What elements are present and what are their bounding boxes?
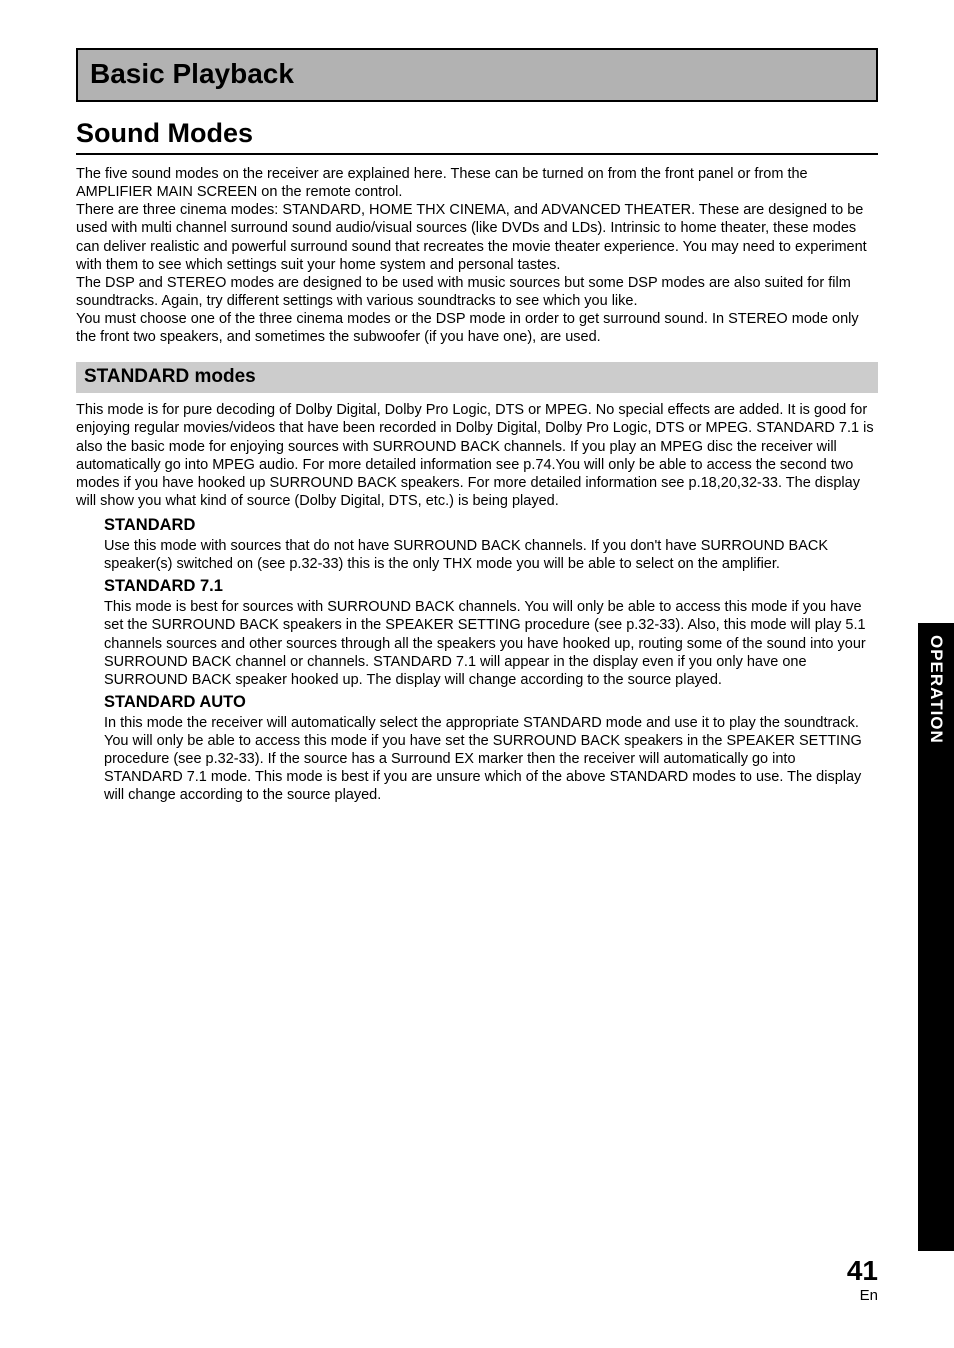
mode-block-standard: STANDARD Use this mode with sources that… <box>76 516 878 573</box>
mode-title: STANDARD <box>104 516 878 535</box>
subsection-title-bar: STANDARD modes <box>76 362 878 393</box>
mode-block-standard-auto: STANDARD AUTO In this mode the receiver … <box>76 693 878 805</box>
mode-title: STANDARD AUTO <box>104 693 878 712</box>
page-footer: 41 En <box>847 1257 878 1304</box>
mode-body: Use this mode with sources that do not h… <box>104 537 878 573</box>
language-code: En <box>847 1287 878 1304</box>
subsection-title: STANDARD modes <box>84 366 870 388</box>
subsection-body: This mode is for pure decoding of Dolby … <box>76 401 878 510</box>
page-container: Basic Playback Sound Modes The five soun… <box>0 0 954 1348</box>
chapter-title: Basic Playback <box>90 58 864 90</box>
section-title: Sound Modes <box>76 118 878 149</box>
chapter-title-box: Basic Playback <box>76 48 878 102</box>
side-tab-label: OPERATION <box>926 635 946 744</box>
intro-paragraph: The five sound modes on the receiver are… <box>76 165 878 346</box>
mode-body: This mode is best for sources with SURRO… <box>104 598 878 689</box>
mode-title: STANDARD 7.1 <box>104 577 878 596</box>
side-tab: OPERATION <box>918 623 954 1251</box>
mode-body: In this mode the receiver will automatic… <box>104 714 878 805</box>
section-rule <box>76 153 878 155</box>
page-number: 41 <box>847 1257 878 1285</box>
mode-block-standard-71: STANDARD 7.1 This mode is best for sourc… <box>76 577 878 689</box>
